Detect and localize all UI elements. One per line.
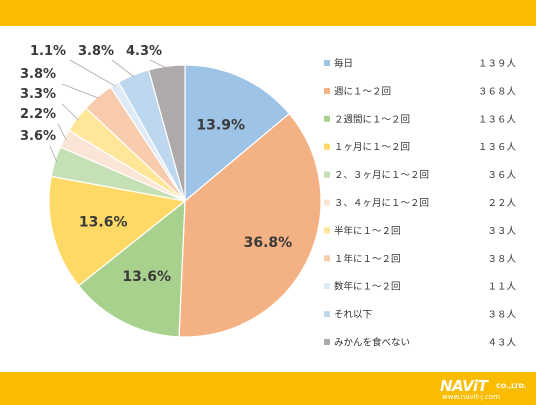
pie-slice-1 [178, 112, 322, 338]
legend-swatch-3 [324, 143, 330, 150]
leader-line-8 [69, 59, 116, 87]
legend-label-5: ３、４ヶ月に１～２回 [334, 198, 429, 209]
leader-line-5 [57, 123, 67, 140]
legend-swatch-2 [324, 115, 330, 122]
legend-swatch-6 [324, 227, 330, 234]
legend-count-7: ３８人 [487, 254, 516, 265]
legend-count-1: ３６８人 [478, 86, 517, 97]
legend-count-5: ２２人 [487, 198, 516, 209]
legend-label-4: ２、３ヶ月に１～２回 [334, 170, 429, 181]
legend-label-7: １年に１～２回 [334, 253, 401, 265]
pie-slice-3 [48, 175, 187, 287]
leader-line-4 [49, 145, 58, 163]
slice-value-label-6: 3.3% [20, 87, 56, 102]
legend-label-10: みかんを食べない [334, 337, 410, 349]
legend-swatch-10 [324, 339, 330, 345]
leader-line-9 [111, 59, 135, 78]
leader-lines [49, 59, 168, 163]
legend-count-9: ３８人 [487, 310, 516, 321]
legend-label-8: 数年に１～２回 [334, 281, 401, 293]
legend-swatch-4 [324, 171, 330, 178]
legend-label-2: ２週間に１～２回 [334, 113, 410, 125]
legend-count-0: １３９人 [478, 59, 517, 70]
legend-swatch-7 [324, 255, 330, 262]
leader-line-10 [149, 59, 168, 69]
legend-label-9: それ以下 [334, 310, 372, 321]
legend-swatch-9 [324, 311, 330, 318]
slice-value-label-7: 3.8% [20, 67, 56, 82]
slice-value-label-5: 2.2% [20, 107, 56, 122]
legend-swatch-1 [324, 87, 330, 94]
slice-value-label-3: 13.6% [79, 215, 128, 231]
company-logo: NAViT CO.,LTD. www.navit-j.com [440, 377, 532, 403]
pie-slice-2 [77, 199, 186, 338]
legend-count-4: ３６人 [487, 170, 516, 181]
legend-count-3: １３６人 [478, 142, 517, 153]
legend-count-2: １３６人 [478, 114, 517, 125]
logo-text: NAViT [440, 377, 488, 395]
legend-swatch-8 [324, 283, 330, 290]
legend-label-1: 週に１～２回 [334, 85, 391, 97]
pie-slices [48, 64, 322, 338]
slice-value-label-4: 3.6% [20, 129, 56, 144]
slice-value-label-10: 4.3% [126, 44, 162, 59]
legend-count-8: １１人 [487, 282, 516, 293]
leader-line-7 [61, 83, 100, 99]
pie-slice-0 [184, 64, 291, 203]
top-banner [0, 0, 536, 26]
bottom-banner [0, 372, 536, 405]
legend-swatch-0 [324, 60, 330, 66]
legend-count-6: ３３人 [487, 226, 516, 237]
slice-value-label-0: 13.9% [196, 118, 245, 134]
pie-slice-10 [147, 64, 186, 202]
slice-value-label-9: 3.8% [78, 44, 114, 59]
slice-value-label-8: 1.1% [30, 44, 66, 59]
legend-swatch-5 [324, 199, 330, 206]
pie-chart: 13.9% 36.8% 13.6% 13.6% 3.6% 2.2% 3.3% 3.8% 1.1%… [20, 44, 517, 349]
legend-label-0: 毎日 [334, 58, 353, 70]
slice-value-label-1: 36.8% [244, 235, 293, 251]
logo-url: www.navit-j.com [442, 393, 500, 401]
logo-suffix: CO.,LTD. [496, 382, 527, 390]
legend-label-3: １ヶ月に１～２回 [334, 142, 410, 153]
percent-labels: 13.9% 36.8% 13.6% 13.6% 3.6% 2.2% 3.3% 3.8% 1.1%… [20, 44, 292, 285]
leader-line-6 [61, 103, 79, 121]
legend-count-10: ４３人 [487, 338, 516, 349]
legend-label-6: 半年に１～２回 [334, 225, 401, 237]
slice-value-label-2: 13.6% [122, 269, 171, 285]
